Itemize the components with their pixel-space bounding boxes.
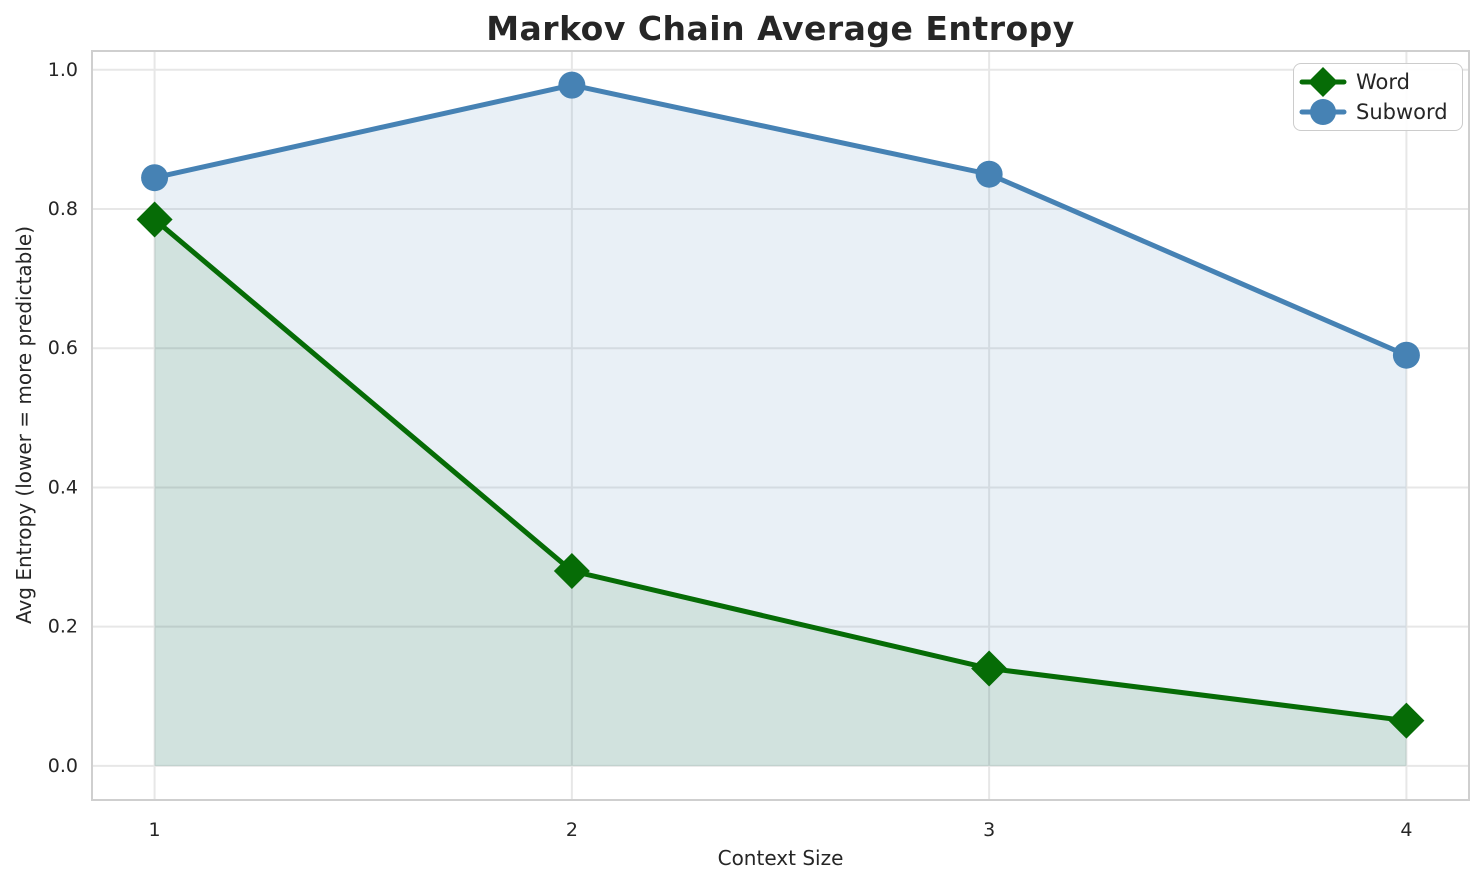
axes-border bbox=[91, 50, 1470, 801]
x-tick-label: 1 bbox=[149, 819, 161, 841]
legend-label: Subword bbox=[1356, 100, 1448, 125]
y-tick-label: 0.2 bbox=[48, 616, 78, 638]
subword-marker-circle bbox=[1392, 341, 1420, 369]
word-marker-diamond bbox=[971, 650, 1008, 687]
y-tick-label: 0.4 bbox=[48, 476, 78, 498]
x-axis-label: Context Size bbox=[717, 846, 844, 870]
word-legend-marker-icon bbox=[1299, 66, 1347, 97]
subword-area-fill bbox=[154, 85, 1407, 766]
legend-item-word: Word bbox=[1299, 66, 1452, 97]
word-area-fill bbox=[154, 219, 1407, 766]
y-tick-label: 0.6 bbox=[48, 337, 78, 359]
x-tick-label: 3 bbox=[983, 819, 995, 841]
word-marker-diamond bbox=[136, 201, 173, 238]
y-tick-label: 0.8 bbox=[48, 198, 78, 220]
y-tick-label: 0.0 bbox=[48, 755, 78, 777]
subword-line bbox=[152, 82, 1409, 358]
subword-marker-circle bbox=[141, 164, 169, 192]
legend-label: Word bbox=[1356, 69, 1410, 94]
x-tick-label: 4 bbox=[1400, 819, 1412, 841]
y-tick-label: 1.0 bbox=[48, 59, 78, 81]
legend-item-subword: Subword bbox=[1299, 97, 1452, 127]
subword-marker-circle bbox=[975, 160, 1003, 188]
chart-title: Markov Chain Average Entropy bbox=[486, 9, 1075, 48]
subword-marker-circle bbox=[558, 71, 586, 99]
x-tick-label: 2 bbox=[566, 819, 578, 841]
word-line bbox=[152, 216, 1409, 724]
y-axis-label: Avg Entropy (lower = more predictable) bbox=[12, 225, 36, 625]
word-marker-diamond bbox=[1388, 702, 1425, 739]
subword-legend-marker-icon bbox=[1299, 99, 1347, 126]
legend: Word Subword bbox=[1293, 63, 1463, 131]
word-marker-diamond bbox=[553, 552, 590, 589]
